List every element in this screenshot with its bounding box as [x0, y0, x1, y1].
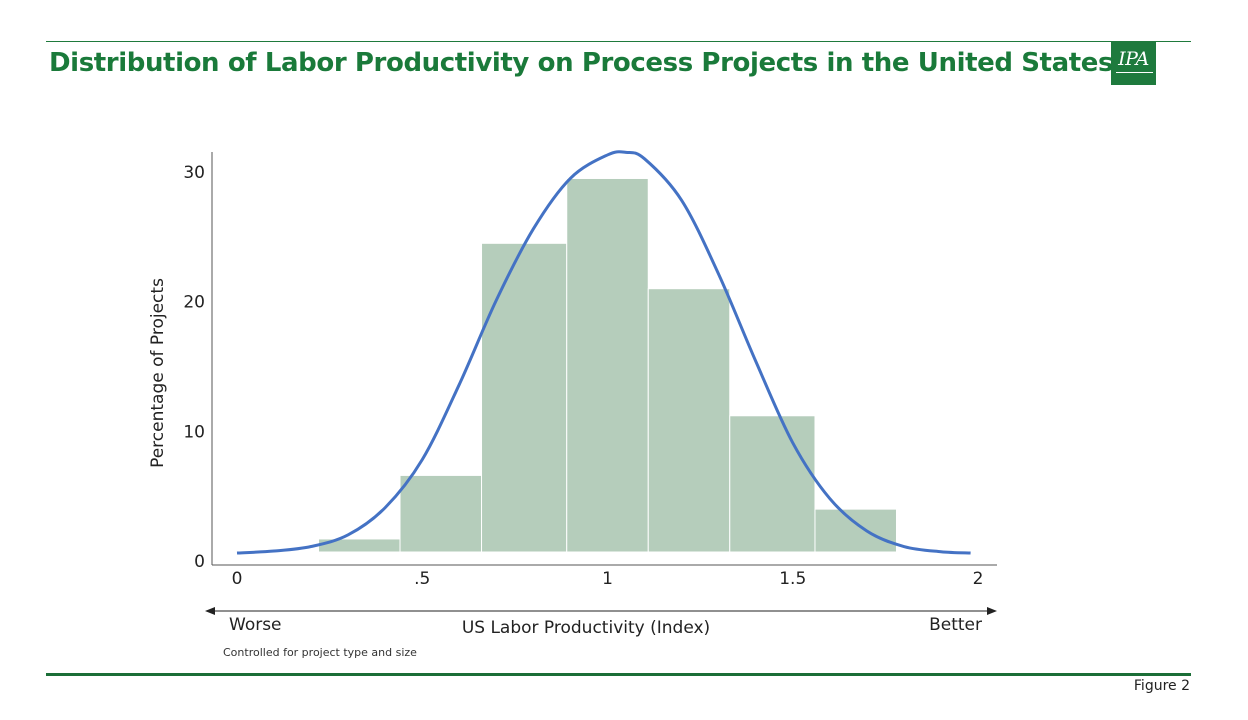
y-tick-label: 30	[183, 163, 205, 183]
y-tick-label: 0	[194, 552, 205, 572]
logo-text: IPA	[1118, 48, 1149, 70]
histogram-bar-6	[729, 415, 816, 553]
histogram-bar-5	[647, 288, 731, 553]
ipa-logo: IPA	[1111, 42, 1156, 85]
top-rule	[46, 41, 1191, 42]
x-tick-label: .5	[414, 569, 430, 589]
footnote: Controlled for project type and size	[223, 646, 417, 659]
figure-label: Figure 2	[1133, 678, 1190, 694]
histogram-bar-7	[814, 508, 897, 553]
left-arrowhead	[205, 607, 215, 615]
curve-layer	[236, 150, 971, 555]
x-tick-label: 0	[232, 569, 243, 589]
histogram-bar-3	[481, 242, 568, 553]
histogram-bar-2	[399, 474, 483, 553]
axes-layer	[211, 152, 997, 566]
y-tick-label: 10	[183, 422, 205, 442]
direction-arrow	[205, 607, 997, 615]
y-axis-label: Percentage of Projects	[148, 278, 168, 468]
histogram-bar-4	[566, 177, 649, 553]
x-tick-label: 1.5	[779, 569, 806, 589]
direction-label-worse: Worse	[229, 615, 282, 635]
x-axis-label: US Labor Productivity (Index)	[462, 618, 710, 638]
page-title: Distribution of Labor Productivity on Pr…	[49, 48, 1114, 78]
distribution-curve	[236, 150, 971, 555]
direction-label-better: Better	[929, 615, 982, 635]
y-tick-label: 20	[183, 293, 205, 313]
bottom-rule	[46, 673, 1191, 676]
x-tick-label: 1	[602, 569, 613, 589]
x-tick-label: 2	[973, 569, 984, 589]
bars-layer	[318, 177, 897, 553]
logo-underline	[1116, 72, 1153, 73]
right-arrowhead	[987, 607, 997, 615]
